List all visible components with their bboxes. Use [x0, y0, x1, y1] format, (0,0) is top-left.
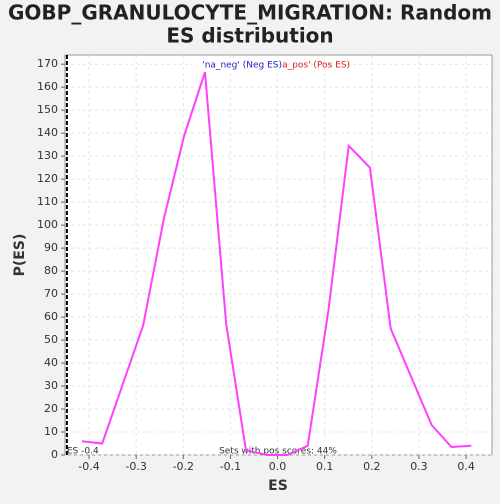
- legend-bg: [193, 59, 282, 71]
- y-tick-label: 150: [37, 103, 58, 116]
- x-tick-label: 0.1: [316, 460, 334, 473]
- x-tick-label: 0.3: [410, 460, 428, 473]
- y-tick-label: 80: [44, 264, 58, 277]
- x-axis-label: ES: [268, 478, 288, 494]
- y-tick-label: 110: [37, 195, 58, 208]
- chart-title: ES distribution: [166, 24, 333, 48]
- x-tick-label: 0.4: [457, 460, 475, 473]
- y-tick-label: 130: [37, 149, 58, 162]
- y-tick-label: 60: [44, 310, 58, 323]
- annotation: Sets with pos scores: 44%: [219, 447, 337, 457]
- annotation: ES -0.4: [67, 447, 99, 457]
- y-tick-label: 100: [37, 218, 58, 231]
- y-tick-label: 170: [37, 57, 58, 70]
- y-tick-label: 90: [44, 241, 58, 254]
- es-line: [81, 71, 472, 456]
- y-tick-label: 30: [44, 379, 58, 392]
- x-tick-label: -0.4: [78, 460, 99, 473]
- x-tick-label: -0.1: [220, 460, 241, 473]
- y-tick-label: 50: [44, 333, 58, 346]
- x-tick-label: 0.0: [269, 460, 287, 473]
- y-tick-label: 0: [51, 448, 58, 461]
- legend-entry: 'na_pos' (Pos ES): [274, 61, 350, 71]
- chart-title: GOBP_GRANULOCYTE_MIGRATION: Random: [8, 1, 492, 25]
- y-tick-label: 10: [44, 425, 58, 438]
- x-tick-label: -0.3: [125, 460, 146, 473]
- x-tick-label: -0.2: [173, 460, 194, 473]
- y-tick-label: 120: [37, 172, 58, 185]
- plot-area: [64, 54, 493, 456]
- y-tick-label: 160: [37, 80, 58, 93]
- x-tick-label: 0.2: [363, 460, 381, 473]
- y-tick-label: 140: [37, 126, 58, 139]
- y-axis-label: P(ES): [12, 234, 28, 277]
- y-tick-label: 70: [44, 287, 58, 300]
- y-tick-label: 20: [44, 402, 58, 415]
- y-tick-label: 40: [44, 356, 58, 369]
- legend-entry: 'na_neg' (Neg ES): [202, 61, 282, 71]
